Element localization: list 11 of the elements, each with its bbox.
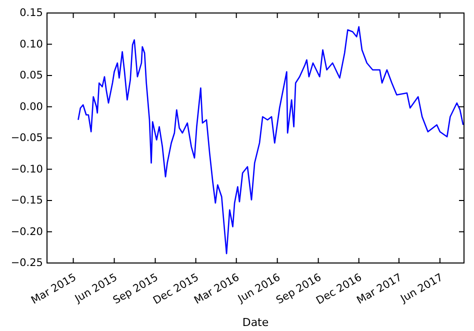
line-series (78, 26, 464, 254)
y-tick-label: 0.15 (20, 7, 43, 19)
y-tick-label: −0.20 (10, 226, 43, 238)
y-tick-label: −0.05 (10, 132, 43, 144)
y-tick-label: −0.25 (10, 257, 43, 269)
y-tick-label: 0.00 (20, 100, 43, 113)
y-tick-label: −0.15 (10, 194, 43, 206)
y-tick-label: 0.05 (20, 70, 43, 82)
x-axis-title: Date (242, 316, 269, 329)
y-tick-label: −0.10 (10, 163, 43, 176)
y-tick-label: 0.10 (20, 38, 43, 50)
